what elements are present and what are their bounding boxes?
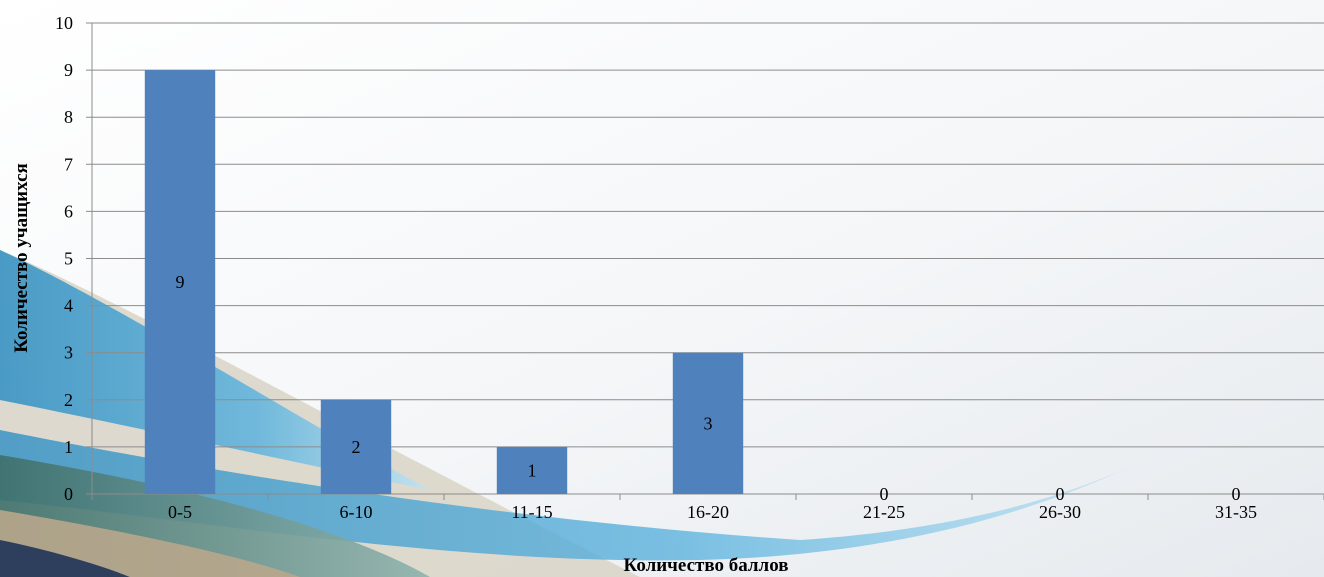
bar-0-5 bbox=[144, 70, 216, 494]
labels-group: 0123456789100-596-10211-15116-20321-2502… bbox=[55, 13, 1257, 522]
y-tick-label: 4 bbox=[64, 296, 73, 316]
y-tick-label: 7 bbox=[64, 154, 73, 174]
x-tick-label: 31-35 bbox=[1215, 502, 1257, 522]
x-tick-label: 6-10 bbox=[340, 502, 373, 522]
data-label-26-30: 0 bbox=[1056, 484, 1065, 504]
y-tick-label: 0 bbox=[64, 484, 73, 504]
y-tick-label: 3 bbox=[64, 343, 73, 363]
data-label-11-15: 1 bbox=[528, 460, 537, 480]
y-tick-label: 9 bbox=[64, 60, 73, 80]
x-tick-label: 21-25 bbox=[863, 502, 905, 522]
data-label-0-5: 9 bbox=[176, 272, 185, 292]
data-label-31-35: 0 bbox=[1232, 484, 1241, 504]
data-label-16-20: 3 bbox=[704, 413, 713, 433]
y-tick-label: 6 bbox=[64, 201, 73, 221]
y-tick-label: 8 bbox=[64, 107, 73, 127]
y-tick-label: 10 bbox=[55, 13, 73, 33]
x-tick-label: 16-20 bbox=[687, 502, 729, 522]
x-axis-title: Количество баллов bbox=[624, 555, 789, 576]
y-tick-label: 1 bbox=[64, 437, 73, 457]
y-tick-label: 2 bbox=[64, 390, 73, 410]
axis-ticks bbox=[91, 23, 1324, 500]
bar-16-20 bbox=[672, 352, 744, 494]
x-tick-label: 11-15 bbox=[511, 502, 552, 522]
bar-6-10 bbox=[320, 399, 392, 494]
y-tick-label: 5 bbox=[64, 249, 73, 269]
data-label-21-25: 0 bbox=[880, 484, 889, 504]
x-tick-label: 0-5 bbox=[168, 502, 192, 522]
data-label-6-10: 2 bbox=[352, 437, 361, 457]
bars-group bbox=[144, 70, 744, 494]
y-axis-title: Количество учащихся bbox=[11, 163, 32, 353]
bar-11-15 bbox=[496, 446, 568, 494]
x-tick-label: 26-30 bbox=[1039, 502, 1081, 522]
